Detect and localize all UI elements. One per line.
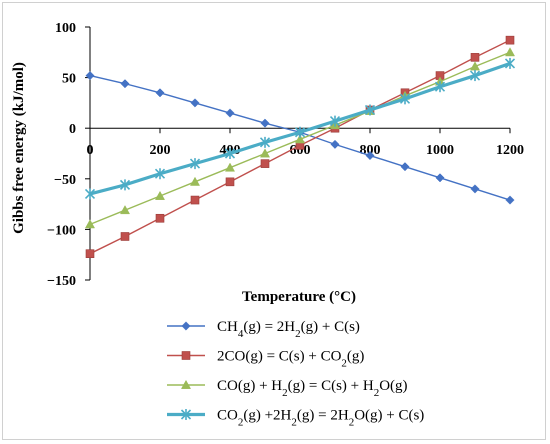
data-point [224, 148, 236, 159]
data-point [120, 232, 130, 241]
data-point [364, 104, 376, 116]
subscript: 2 [291, 417, 297, 429]
x-tick-label: 0 [87, 143, 94, 158]
data-point [330, 139, 340, 149]
data-point [470, 53, 480, 62]
subscript: 2 [282, 387, 288, 399]
data-point [294, 134, 306, 144]
data-point [190, 195, 200, 205]
series-layer [84, 35, 516, 258]
legend-text-part: (g) + C(s) [301, 319, 360, 335]
data-point [399, 93, 411, 105]
data-point [189, 158, 201, 170]
legend: CH4(g) = 2H2(g) + C(s)2CO(g) = C(s) + CO… [167, 319, 424, 429]
data-point [259, 136, 271, 148]
x-tick-label: 1000 [426, 143, 454, 158]
legend-text-part: (g) = C(s) + H [288, 378, 374, 394]
x-tick-label: 200 [150, 143, 171, 158]
data-point [190, 98, 200, 108]
legend-text-part: CH [217, 319, 238, 335]
subscript: 2 [374, 387, 380, 399]
data-point [505, 35, 515, 45]
data-point [260, 159, 270, 168]
data-point [85, 71, 95, 81]
legend-text-part: (g) = 2H [297, 408, 349, 424]
data-point [434, 81, 446, 93]
series-4 [84, 57, 516, 200]
subscript: 2 [295, 328, 301, 340]
legend-text-part: CO [217, 408, 238, 424]
data-point [119, 205, 131, 215]
data-point [85, 249, 95, 258]
legend-text-part: (g) [347, 349, 365, 365]
y-tick-label: 50 [62, 72, 76, 87]
data-point [469, 70, 481, 82]
data-point [504, 47, 516, 57]
data-point [120, 79, 130, 89]
data-point [180, 409, 192, 420]
legend-item: 2CO(g) = C(s) + CO2(g) [167, 349, 364, 370]
data-point [154, 168, 166, 180]
data-point [119, 179, 131, 191]
legend-label: CO2(g) +2H2(g) = 2H2O(g) + C(s) [217, 408, 424, 429]
subscript: 4 [238, 328, 244, 340]
y-tick-label: −100 [47, 223, 76, 238]
legend-label: 2CO(g) = C(s) + CO2(g) [217, 349, 364, 370]
subscript: 2 [349, 417, 355, 429]
legend-text-part: O(g) [379, 378, 407, 394]
legend-label: CH4(g) = 2H2(g) + C(s) [217, 319, 360, 340]
y-tick-label: 0 [69, 122, 76, 137]
data-point [180, 379, 192, 389]
data-point [294, 126, 306, 138]
series-3 [84, 47, 516, 229]
data-point [154, 190, 166, 200]
data-point [155, 213, 165, 223]
data-point [469, 61, 481, 71]
legend-text-part: (g) +2H [243, 408, 291, 424]
data-point [225, 177, 235, 187]
y-tick-label: 100 [55, 21, 76, 36]
legend-text-part: O(g) + C(s) [354, 408, 424, 424]
data-point [260, 118, 270, 128]
data-point [505, 195, 515, 205]
legend-item: CO(g) + H2(g) = C(s) + H2O(g) [167, 378, 408, 399]
legend-item: CH4(g) = 2H2(g) + C(s) [167, 319, 360, 340]
subscript: 2 [238, 417, 244, 429]
x-tick-label: 600 [290, 143, 311, 158]
data-point [435, 173, 445, 183]
data-point [224, 162, 236, 172]
data-point [155, 88, 165, 98]
data-point [84, 219, 96, 229]
data-point [400, 162, 410, 172]
y-axis-title: Gibbs free energy (kJ/mol) [11, 62, 27, 234]
data-point [504, 57, 516, 69]
data-point [189, 176, 201, 186]
data-point [470, 184, 480, 194]
y-tick-label: −50 [54, 173, 76, 188]
x-axis-title: Temperature (°C) [242, 289, 356, 305]
legend-text-part: 2CO(g) = C(s) + CO [217, 349, 342, 365]
legend-label: CO(g) + H2(g) = C(s) + H2O(g) [217, 378, 408, 399]
data-point [84, 188, 96, 200]
legend-item: CO2(g) +2H2(g) = 2H2O(g) + C(s) [167, 408, 424, 429]
data-point [181, 351, 191, 360]
y-tick-label: −150 [47, 274, 76, 289]
data-point [181, 321, 191, 331]
x-tick-label: 1200 [496, 143, 524, 158]
data-point [225, 108, 235, 118]
series-2 [85, 35, 515, 258]
data-point [259, 148, 271, 158]
legend-text-part: CO(g) + H [217, 378, 282, 394]
subscript: 2 [341, 358, 347, 370]
data-point [365, 150, 375, 161]
legend-text-part: (g) = 2H [243, 319, 295, 335]
data-point [329, 115, 341, 127]
